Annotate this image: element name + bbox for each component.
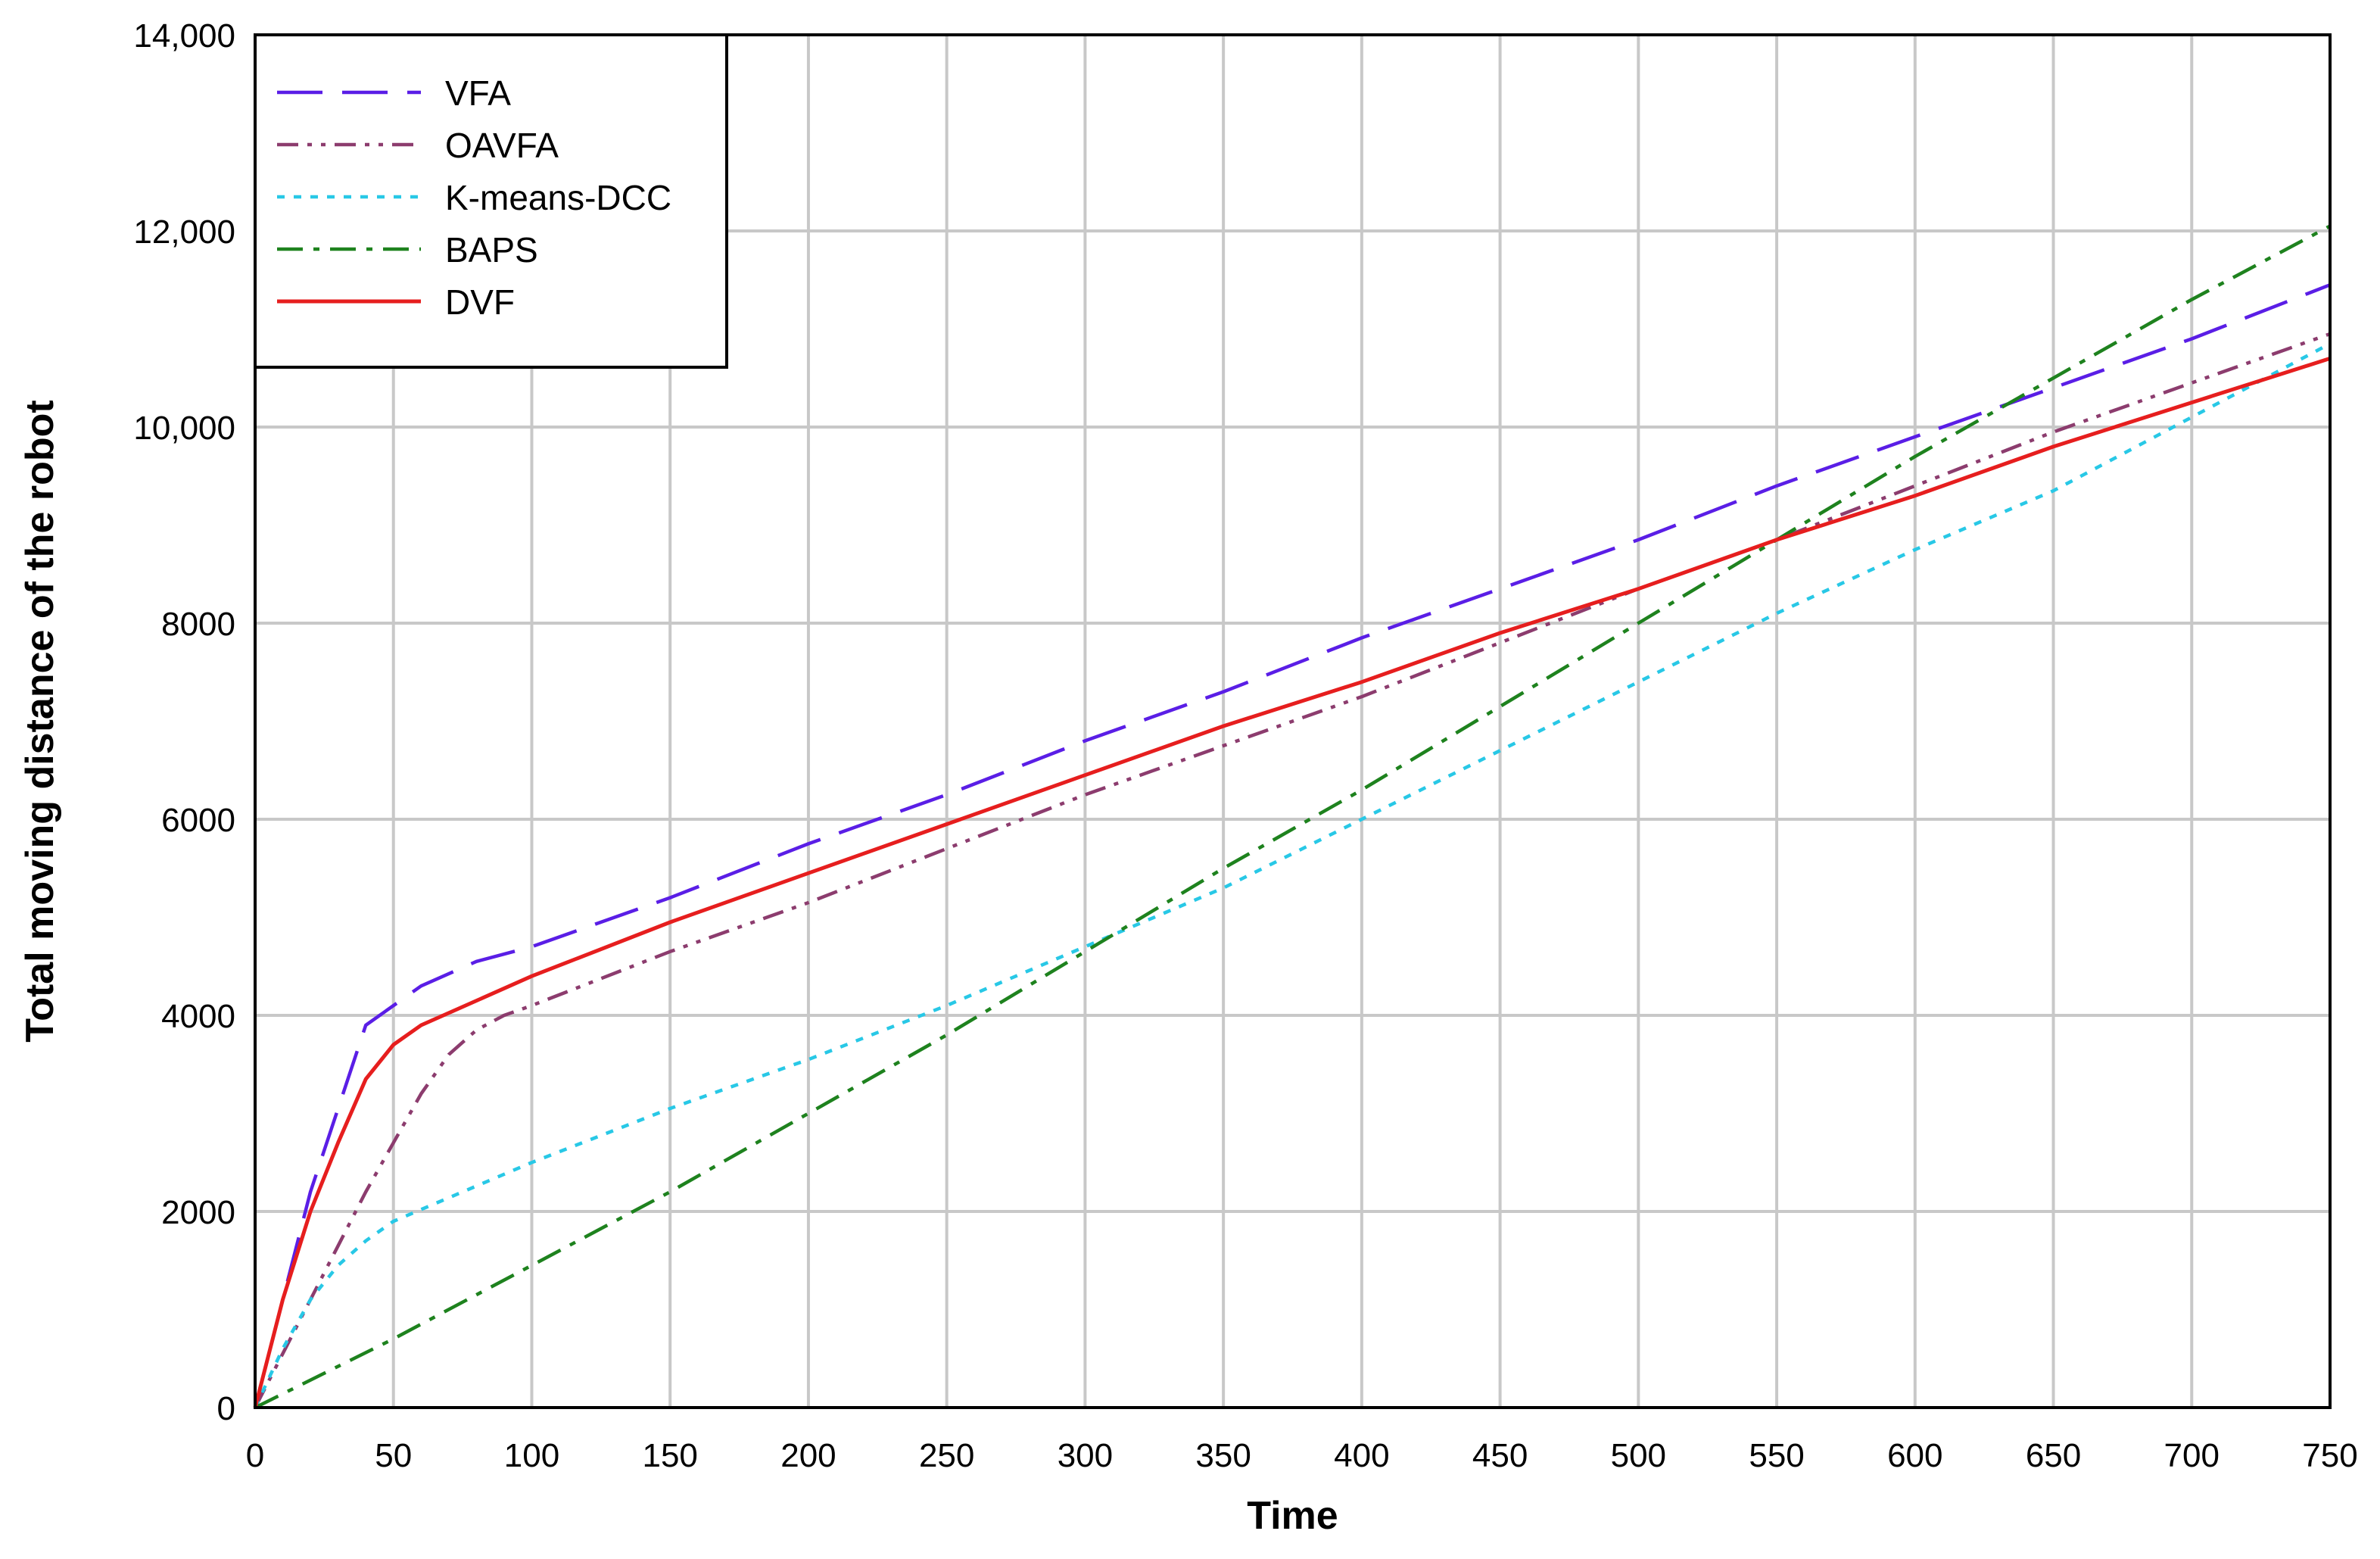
- y-tick-label: 10,000: [133, 410, 235, 447]
- x-tick-label: 0: [246, 1437, 264, 1474]
- y-tick-label: 14,000: [133, 17, 235, 55]
- x-tick-label: 250: [919, 1437, 974, 1474]
- series-lines: [253, 224, 2332, 1410]
- series-line-k-means-dcc: [253, 341, 2332, 1408]
- series-line-oavfa: [253, 332, 2331, 1409]
- x-tick-label: 300: [1058, 1437, 1113, 1474]
- x-tick-label: 650: [2026, 1437, 2081, 1474]
- y-tick-label: 2000: [161, 1194, 235, 1231]
- x-tick-labels: 0 50 100 150 200 250 300 350 400 450 500 550 600 650 7…: [246, 1437, 2358, 1474]
- y-tick-label: 0: [217, 1390, 235, 1427]
- x-tick-label: 400: [1334, 1437, 1389, 1474]
- legend: VFA OAVFA K-means-DCC BAPS DVF: [254, 33, 728, 369]
- series-line-baps: [254, 224, 2332, 1410]
- y-tick-labels: 0 2000 4000 6000 8000 10,000 12,000 14,000: [133, 17, 235, 1427]
- x-tick-label: 550: [1749, 1437, 1804, 1474]
- legend-label-oavfa: OAVFA: [445, 126, 559, 165]
- legend-box: [254, 33, 728, 369]
- y-tick-label: 6000: [161, 802, 235, 839]
- plot-frame: [254, 33, 2332, 1409]
- x-tick-label: 150: [642, 1437, 697, 1474]
- legend-label-dvf: DVF: [445, 282, 515, 322]
- x-tick-label: 200: [780, 1437, 836, 1474]
- series-line-dvf: [253, 357, 2331, 1408]
- legend-label-vfa: VFA: [445, 73, 511, 113]
- x-tick-label: 100: [504, 1437, 559, 1474]
- series-line-vfa: [253, 283, 2331, 1408]
- y-tick-label: 12,000: [133, 214, 235, 251]
- x-tick-label: 600: [1887, 1437, 1942, 1474]
- x-tick-label: 500: [1611, 1437, 1666, 1474]
- x-tick-label: 50: [375, 1437, 412, 1474]
- y-axis-title: Total moving distance of the robot: [18, 400, 62, 1042]
- x-tick-label: 350: [1195, 1437, 1251, 1474]
- x-tick-label: 700: [2164, 1437, 2220, 1474]
- y-tick-label: 8000: [161, 606, 235, 643]
- legend-label-k-means-dcc: K-means-DCC: [445, 178, 671, 217]
- legend-label-baps: BAPS: [445, 230, 538, 270]
- x-tick-label: 450: [1472, 1437, 1528, 1474]
- y-tick-label: 4000: [161, 998, 235, 1035]
- x-axis-title: Time: [1247, 1494, 1338, 1538]
- x-tick-label: 750: [2302, 1437, 2357, 1474]
